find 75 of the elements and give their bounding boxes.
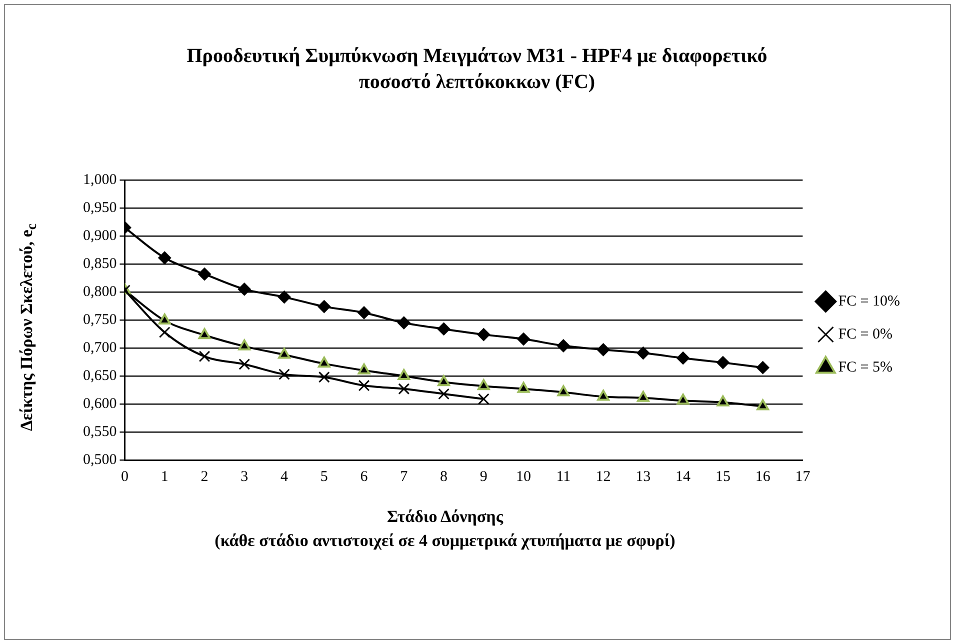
y-tick-label: 0,650 <box>83 368 117 384</box>
point <box>716 356 730 370</box>
point <box>596 343 610 356</box>
y-tick-label: 0,800 <box>83 284 117 300</box>
y-tick-label: 0,750 <box>83 312 117 328</box>
legend-label: FC = 5% <box>838 359 893 376</box>
y-tick-label: 0,950 <box>83 200 117 216</box>
y-tick-label: 1,000 <box>83 172 117 188</box>
point <box>318 300 331 314</box>
point <box>557 385 570 396</box>
point <box>198 350 210 362</box>
legend-label: FC = 10% <box>838 293 900 310</box>
x-tick-label: 6 <box>360 468 368 485</box>
point <box>398 383 410 395</box>
y-tick-label: 0,700 <box>83 340 117 356</box>
point <box>278 290 291 304</box>
point <box>238 358 250 370</box>
point <box>676 394 690 405</box>
x-tick-label: 14 <box>676 468 692 485</box>
x-tick-label: 10 <box>516 468 532 485</box>
x-tick-label: 9 <box>480 468 488 485</box>
y-tick-label: 0,500 <box>83 452 117 468</box>
x-tick-label: 8 <box>440 468 448 485</box>
point <box>278 368 290 380</box>
x-tick-label: 13 <box>636 468 651 485</box>
x-tick-label: 11 <box>556 468 571 485</box>
y-tick-label: 0,850 <box>83 256 117 272</box>
point <box>478 393 490 405</box>
point <box>756 399 770 410</box>
x-tick-label: 1 <box>160 468 168 485</box>
point <box>398 369 410 380</box>
x-axis-title: Στάδιο Δόνησης (κάθε στάδιο αντιστοιχεί σε 4 συμμετρικά χτυπήματα με σφυρί) <box>214 506 676 552</box>
x-tick-label: 4 <box>280 468 289 485</box>
point <box>517 332 530 346</box>
point <box>198 268 212 281</box>
point <box>358 306 371 320</box>
point <box>198 328 211 340</box>
y-tick-label: 0,550 <box>83 424 117 440</box>
point <box>556 339 570 352</box>
point <box>756 361 770 374</box>
point <box>238 339 251 350</box>
point <box>158 251 172 264</box>
point <box>716 395 730 406</box>
x-tick-label: 12 <box>596 468 611 485</box>
point <box>278 348 290 359</box>
point <box>358 380 370 392</box>
y-tick-label: 0,900 <box>83 228 117 244</box>
point <box>438 388 450 400</box>
x-tick-label: 17 <box>795 468 811 485</box>
x-tick-label: 16 <box>755 468 771 485</box>
point <box>238 282 251 296</box>
point <box>636 346 650 360</box>
x-tick-label: 2 <box>200 468 208 485</box>
x-tick-label: 3 <box>240 468 248 485</box>
point <box>477 379 490 390</box>
point <box>517 382 530 393</box>
point <box>438 375 450 386</box>
point <box>676 352 690 365</box>
chart-title: Προοδευτική Συμπύκνωση Μειγμάτων Μ31 - HPF4 με διαφορετικό ποσοστό λεπτόκοκκων (FC) <box>186 44 768 95</box>
point <box>318 356 330 368</box>
x-tick-label: 7 <box>400 468 408 485</box>
legend-label: FC = 0% <box>838 326 893 342</box>
x-tick-label: 0 <box>121 468 128 485</box>
point <box>437 322 450 336</box>
point <box>597 390 610 401</box>
x-tick-label: 5 <box>320 468 328 485</box>
x-tick-label: 15 <box>715 468 730 485</box>
point <box>318 371 330 383</box>
point <box>158 326 170 338</box>
point <box>397 316 410 330</box>
y-tick-label: 0,600 <box>83 396 117 412</box>
point <box>158 314 171 325</box>
point <box>636 390 650 402</box>
point <box>358 363 370 374</box>
point <box>477 328 490 342</box>
